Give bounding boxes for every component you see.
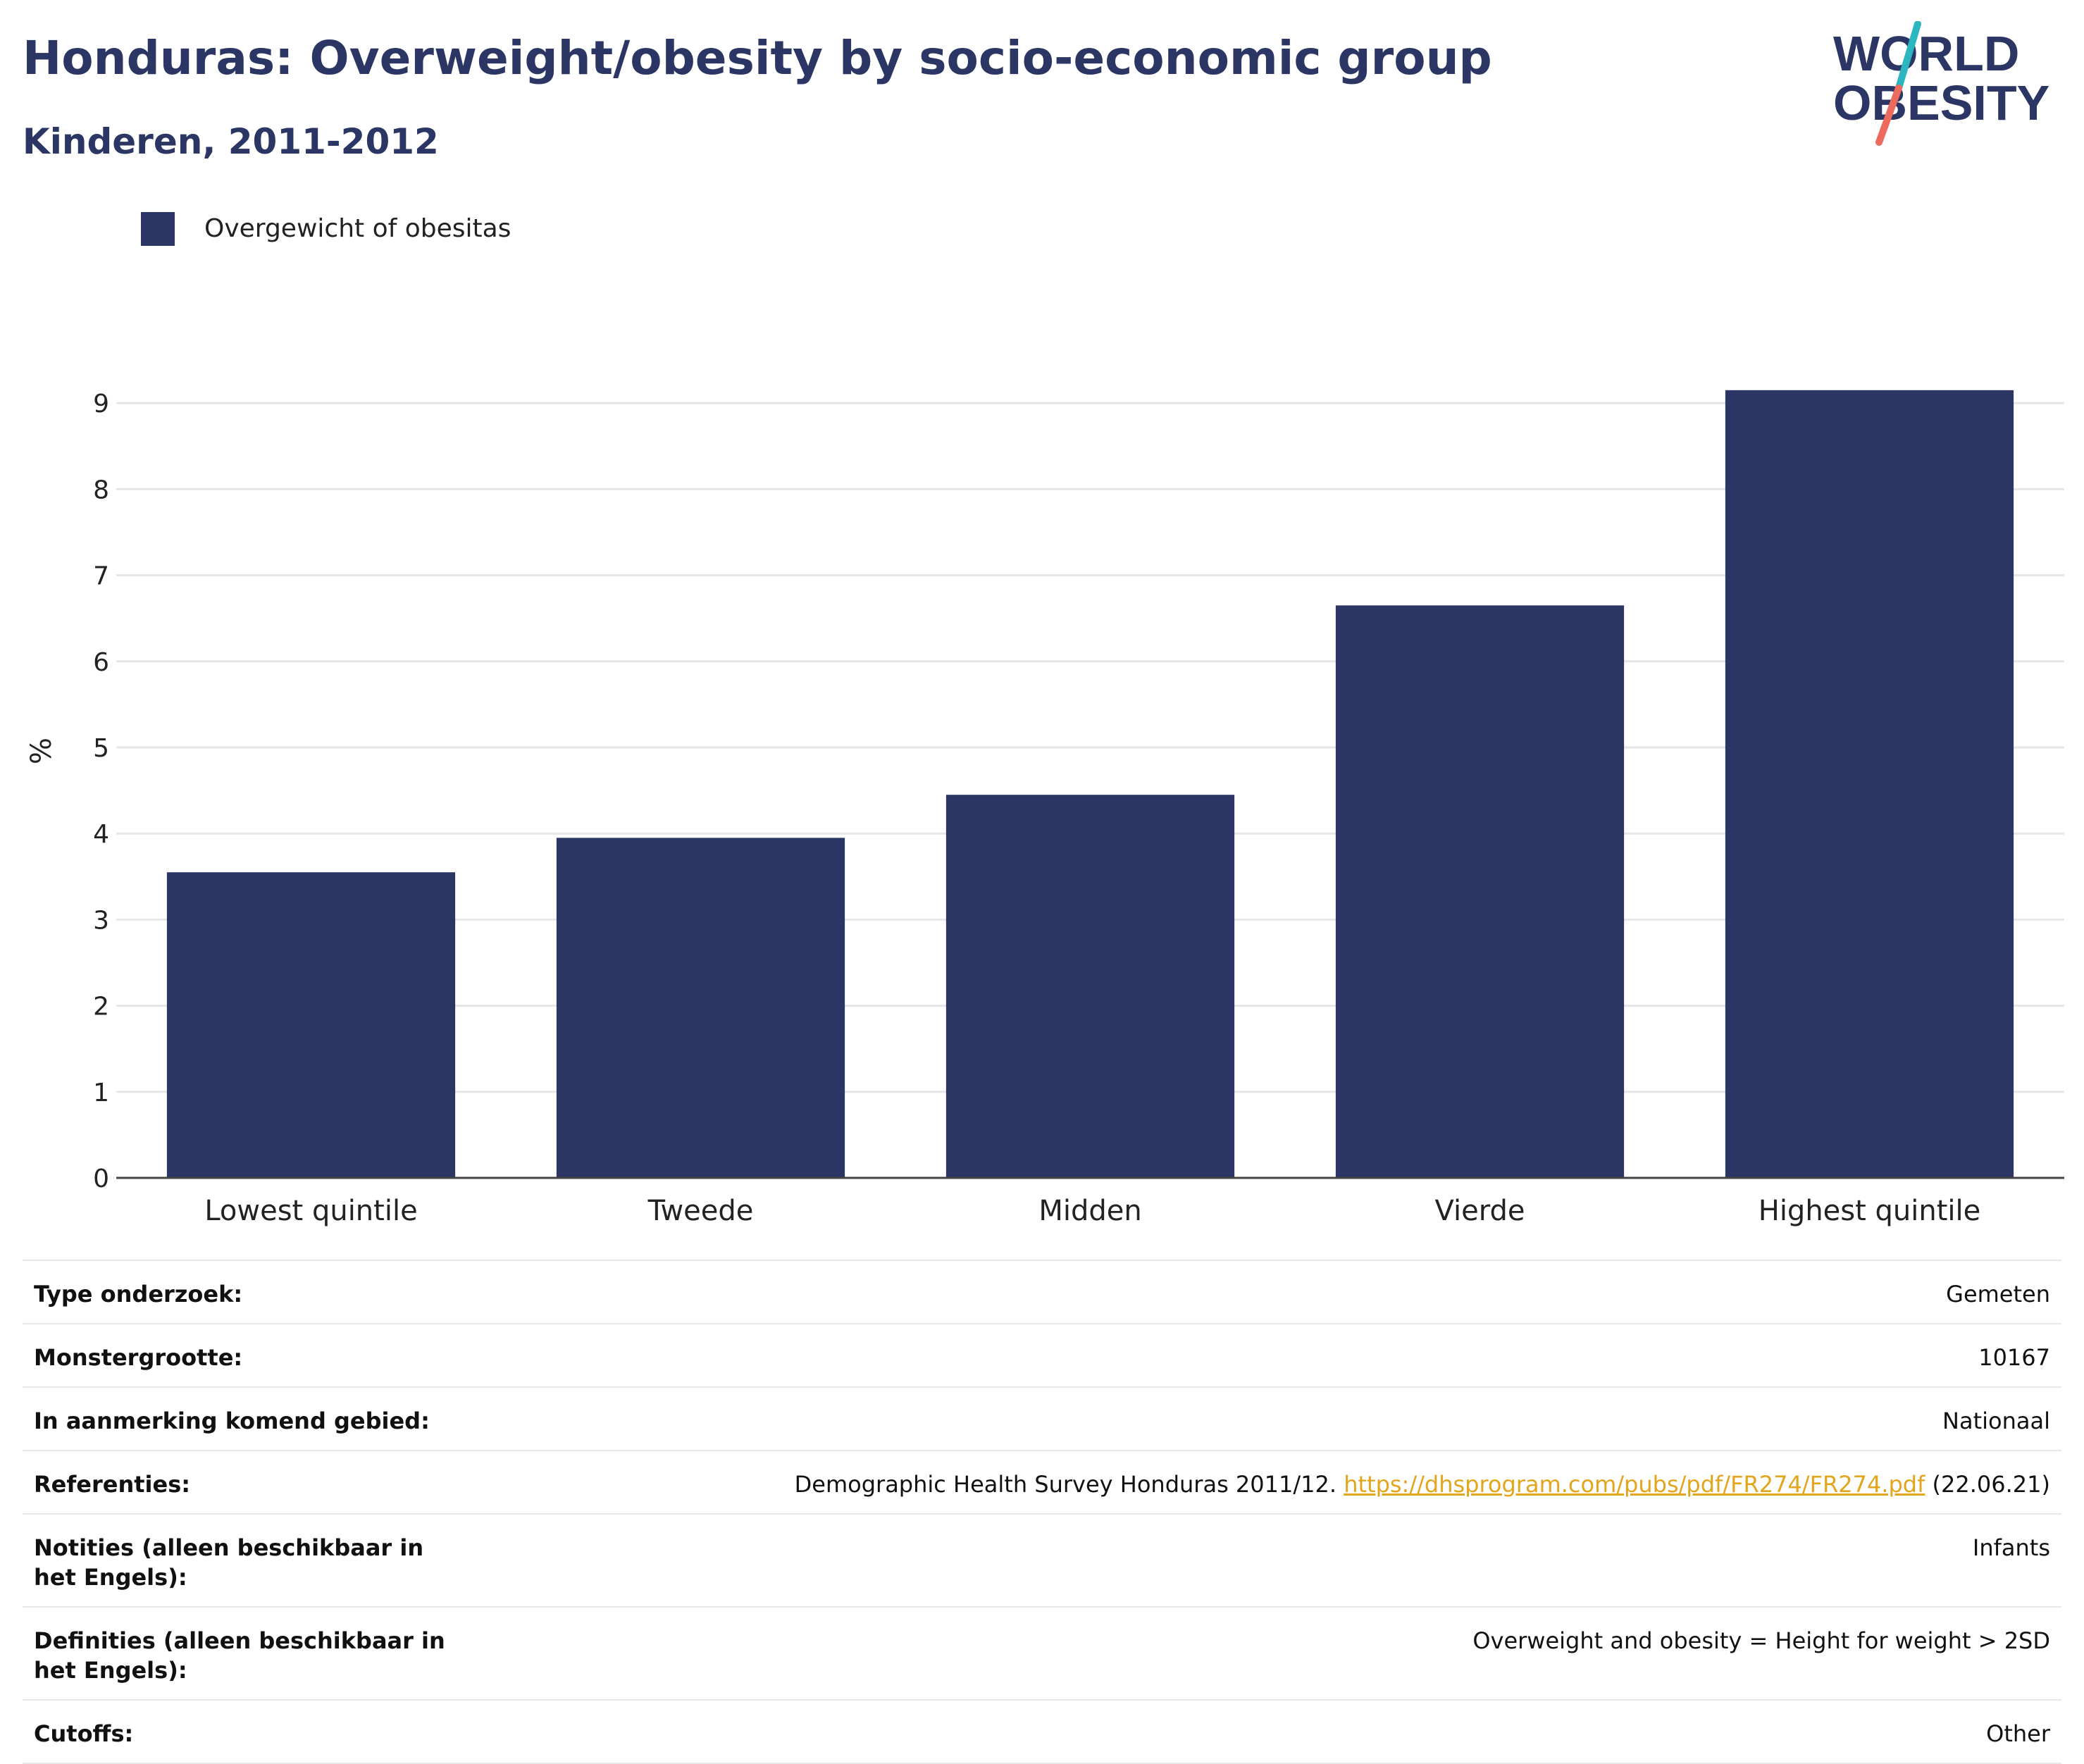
detail-value: Overweight and obesity = Height for weig… <box>482 1606 2061 1701</box>
detail-key: Definities (alleen beschikbaar in het En… <box>23 1606 482 1701</box>
detail-value: Infants <box>482 1513 2061 1608</box>
reference-date: (22.06.21) <box>1932 1471 2050 1498</box>
table-row: Notities (alleen beschikbaar in het Enge… <box>23 1513 2061 1608</box>
detail-key: Cutoffs: <box>23 1699 482 1764</box>
world-obesity-logo[interactable]: WORLD OBESITY <box>1832 21 2071 148</box>
x-tick-label: Lowest quintile <box>204 1195 417 1227</box>
detail-value: 10167 <box>482 1323 2061 1388</box>
y-tick-label: 6 <box>93 648 109 677</box>
table-row: Definities (alleen beschikbaar in het En… <box>23 1606 2061 1701</box>
table-row: Cutoffs: Other <box>23 1699 2061 1764</box>
details-table: Type onderzoek: Gemeten Monstergrootte: … <box>23 1260 2061 1764</box>
y-tick-label: 8 <box>93 476 109 504</box>
x-tick-label: Vierde <box>1435 1195 1525 1227</box>
detail-value: Nationaal <box>482 1386 2061 1451</box>
y-tick-label: 4 <box>93 820 109 849</box>
detail-value: Gemeten <box>482 1260 2061 1324</box>
bar <box>945 795 1235 1178</box>
logo-line2: OBESITY <box>1833 75 2049 130</box>
page-subtitle: Kinderen, 2011-2012 <box>23 121 439 162</box>
reference-link[interactable]: https://dhsprogram.com/pubs/pdf/FR274/FR… <box>1344 1471 1925 1498</box>
table-row: In aanmerking komend gebied: Nationaal <box>23 1386 2061 1451</box>
table-row: Referenties: Demographic Health Survey H… <box>23 1450 2061 1515</box>
detail-key: Referenties: <box>23 1450 482 1515</box>
reference-text: Demographic Health Survey Honduras 2011/… <box>794 1471 1337 1498</box>
detail-value-reference: Demographic Health Survey Honduras 2011/… <box>482 1450 2061 1515</box>
bar <box>556 838 845 1178</box>
detail-key: In aanmerking komend gebied: <box>23 1386 482 1451</box>
logo-slash-bottom <box>1875 85 1902 146</box>
y-tick-label: 5 <box>93 734 109 763</box>
detail-value: Other <box>482 1699 2061 1764</box>
x-tick-label: Highest quintile <box>1759 1195 1981 1227</box>
logo-line1: WORLD <box>1833 26 2019 81</box>
y-tick-label: 9 <box>93 390 109 418</box>
legend-label: Overgewicht of obesitas <box>204 214 511 243</box>
bar <box>1725 390 2014 1178</box>
bar-chart: 0 1 2 3 4 5 6 7 8 9% Lowest quintile Tweede Midden Vi… <box>25 390 2064 1227</box>
table-row: Monstergrootte: 10167 <box>23 1323 2061 1388</box>
y-tick-label: 7 <box>93 562 109 591</box>
logo-slash-top <box>1895 21 1921 92</box>
detail-key: Notities (alleen beschikbaar in het Enge… <box>23 1513 482 1608</box>
y-tick-label: 3 <box>93 906 109 935</box>
detail-key: Monstergrootte: <box>23 1323 482 1388</box>
detail-key: Type onderzoek: <box>23 1260 482 1324</box>
bar <box>166 872 456 1178</box>
table-row: Type onderzoek: Gemeten <box>23 1260 2061 1324</box>
legend-swatch <box>141 212 175 246</box>
page-title: Honduras: Overweight/obesity by socio-ec… <box>23 31 1492 85</box>
y-tick-label: 2 <box>93 993 109 1021</box>
x-tick-label: Tweede <box>647 1195 754 1227</box>
y-tick-label: 0 <box>93 1164 109 1193</box>
bar <box>1335 605 1625 1178</box>
y-axis-label: % <box>25 738 58 764</box>
x-tick-label: Midden <box>1038 1195 1141 1227</box>
y-tick-label: 1 <box>93 1079 109 1107</box>
